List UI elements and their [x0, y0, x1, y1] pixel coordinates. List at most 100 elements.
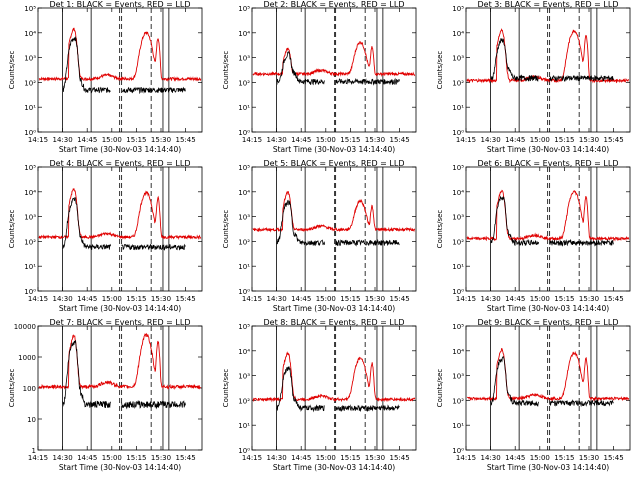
- panel-det-5: Det 5: BLACK = Events, RED = LLD 10⁰ 10¹ 10…: [222, 159, 417, 313]
- panel-title: Det 1: BLACK = Events, RED = LLD: [50, 0, 191, 9]
- y-tick-label: 10³: [452, 55, 464, 63]
- x-tick-label: 15:15: [126, 454, 146, 462]
- events-series-line: [549, 238, 614, 247]
- y-tick-label: 10⁴: [452, 30, 464, 38]
- events-series-line: [121, 399, 186, 410]
- x-tick-label: 15:15: [340, 454, 360, 462]
- x-tick-label: 14:15: [242, 295, 262, 303]
- y-axis-label: Counts/sec: [8, 369, 16, 408]
- x-axis-label: Start Time (30-Nov-03 14:14:40): [487, 463, 609, 472]
- y-tick-label: 10⁰: [452, 288, 464, 296]
- plot-frame: [251, 166, 417, 292]
- y-tick-label: 10⁴: [24, 189, 36, 197]
- x-tick-label: 15:30: [365, 136, 385, 144]
- x-tick-label: 15:45: [390, 454, 410, 462]
- panel-det-8: Det 8: BLACK = Events, RED = LLD 10⁰ 10¹ 10…: [222, 318, 417, 472]
- x-tick-label: 14:45: [505, 136, 525, 144]
- x-tick-label: 14:45: [291, 295, 311, 303]
- y-tick-label: 10²: [238, 79, 250, 87]
- x-tick-label: 15:00: [316, 295, 336, 303]
- x-tick-label: 15:45: [604, 136, 624, 144]
- y-tick-label: 10⁵: [452, 5, 464, 13]
- y-axis-label: Counts/sec: [8, 210, 16, 249]
- x-tick-label: 14:45: [505, 454, 525, 462]
- y-axis-label: Counts/sec: [222, 210, 230, 249]
- x-tick-label: 14:30: [267, 136, 287, 144]
- x-tick-label: 15:30: [365, 454, 385, 462]
- panel-det-9: Det 9: BLACK = Events, RED = LLD 10⁰ 10¹ 10…: [436, 318, 631, 472]
- events-series-line: [335, 77, 400, 86]
- panel-det-6: Det 6: BLACK = Events, RED = LLD 10⁰ 10¹ 10…: [436, 159, 631, 313]
- plot-frame: [251, 7, 417, 133]
- lld-series-line: [466, 189, 630, 242]
- x-tick-label: 14:30: [481, 136, 501, 144]
- events-series-line: [549, 74, 614, 82]
- x-tick-label: 15:00: [316, 454, 336, 462]
- lld-series-line: [466, 28, 630, 84]
- x-tick-label: 14:30: [481, 295, 501, 303]
- y-tick-label: 10⁰: [24, 288, 36, 296]
- y-tick-label: 10⁵: [24, 5, 36, 13]
- y-tick-label: 10³: [24, 214, 36, 222]
- y-tick-label: 10⁵: [238, 164, 250, 172]
- x-tick-label: 14:15: [242, 454, 262, 462]
- events-series-line: [276, 51, 325, 86]
- x-tick-label: 15:15: [340, 136, 360, 144]
- lld-series-line: [252, 41, 416, 78]
- x-axis-label: Start Time (30-Nov-03 14:14:40): [59, 145, 181, 154]
- x-tick-label: 15:30: [579, 295, 599, 303]
- panel-det-1: Det 1: BLACK = Events, RED = LLD 10⁰ 10¹ 10…: [8, 0, 203, 154]
- y-axis-label: Counts/sec: [436, 51, 444, 90]
- y-tick-label: 10⁰: [452, 129, 464, 137]
- x-tick-label: 15:45: [390, 295, 410, 303]
- x-axis-label: Start Time (30-Nov-03 14:14:40): [487, 304, 609, 313]
- y-tick-label: 10²: [452, 238, 464, 246]
- y-tick-label: 10⁵: [452, 323, 464, 331]
- x-tick-label: 15:00: [102, 136, 122, 144]
- y-axis-label: Counts/sec: [222, 51, 230, 90]
- events-series-line: [490, 356, 539, 407]
- y-tick-label: 10¹: [24, 263, 36, 271]
- x-tick-label: 15:45: [604, 454, 624, 462]
- events-series-line: [490, 196, 539, 247]
- panel-det-3: Det 3: BLACK = Events, RED = LLD 10⁰ 10¹ 10…: [436, 0, 631, 154]
- events-series-line: [121, 243, 186, 251]
- x-axis-label: Start Time (30-Nov-03 14:14:40): [59, 463, 181, 472]
- x-tick-label: 15:15: [126, 295, 146, 303]
- y-tick-label: 10²: [238, 397, 250, 405]
- x-tick-label: 15:15: [554, 295, 574, 303]
- events-series-line: [276, 199, 325, 247]
- events-series-line: [62, 36, 111, 95]
- y-tick-label: 10³: [238, 214, 250, 222]
- y-tick-label: 1: [32, 447, 36, 455]
- lld-series-line: [252, 190, 416, 233]
- x-tick-label: 14:15: [28, 295, 48, 303]
- x-tick-label: 15:15: [554, 136, 574, 144]
- x-tick-label: 15:30: [151, 295, 171, 303]
- y-tick-label: 10¹: [238, 422, 250, 430]
- x-tick-label: 14:15: [456, 295, 476, 303]
- y-tick-label: 10¹: [24, 104, 36, 112]
- x-tick-label: 15:15: [126, 136, 146, 144]
- x-tick-label: 14:30: [53, 295, 73, 303]
- x-tick-label: 15:00: [530, 295, 550, 303]
- y-tick-label: 10⁰: [238, 447, 250, 455]
- y-tick-label: 10³: [238, 373, 250, 381]
- events-series-line: [276, 366, 325, 413]
- y-tick-label: 10¹: [238, 104, 250, 112]
- y-tick-label: 10⁵: [24, 164, 36, 172]
- y-axis-label: Counts/sec: [436, 210, 444, 249]
- x-tick-label: 14:30: [267, 295, 287, 303]
- lld-series-line: [467, 347, 630, 402]
- events-series-line: [62, 339, 111, 409]
- y-tick-label: 10⁴: [238, 30, 250, 38]
- y-tick-label: 10³: [24, 55, 36, 63]
- y-tick-label: 1000: [18, 354, 36, 362]
- x-tick-label: 15:30: [579, 136, 599, 144]
- panel-det-7: Det 7: BLACK = Events, RED = LLD 1 10 100 10…: [8, 318, 203, 472]
- y-tick-label: 10⁴: [238, 348, 250, 356]
- x-tick-label: 14:15: [242, 136, 262, 144]
- panel-title: Det 9: BLACK = Events, RED = LLD: [478, 318, 619, 327]
- y-tick-label: 10¹: [452, 104, 464, 112]
